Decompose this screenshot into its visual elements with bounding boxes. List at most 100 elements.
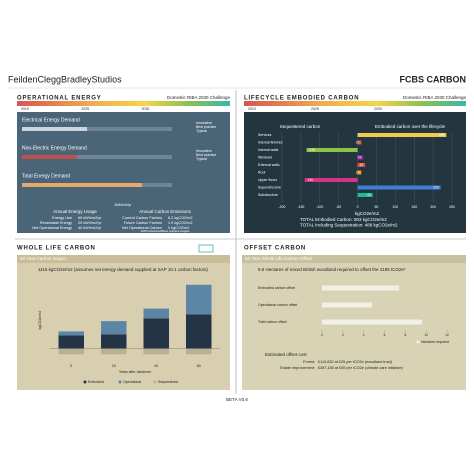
x-tick-label: 50 [374,205,378,209]
panel-title: LIFECYCLE EMBODIED CARBON [244,96,359,102]
category-label: Substructure [258,193,278,197]
row-value: 65 kWh/m2/yr [78,216,102,220]
section-label: Electrical Energy Demand [22,117,80,123]
x-tick-label: 20 [112,364,116,368]
row-value: 40 kWh/m2/yr [78,226,102,230]
bar [322,302,372,308]
scale-strip [17,101,230,106]
panel-band [17,255,230,263]
panel-body [17,112,230,233]
x-tick-label: 60 [197,364,201,368]
category-label: External walls [258,163,280,167]
timeline-label: 2019 [21,107,29,111]
x-tick-label: 4 [363,333,365,337]
bar-segment [101,334,127,349]
chart-subtitle: Sequestered carbon [280,124,321,129]
panel-band [242,255,466,263]
bar [357,133,447,137]
bar [357,155,364,160]
bar-track [22,155,172,159]
panel-title: OFFSET CARBON [244,246,306,252]
x-tick-label: 8 [404,333,406,337]
x-tick-label: 250 [449,205,455,209]
legend-entry: Hectares required [421,340,449,344]
legend-swatch [153,380,157,384]
x-tick-label: 10 [424,333,428,337]
x-tick-label: 100 [392,205,398,209]
toggle-button[interactable] [198,244,214,253]
category-label: Roof [258,170,265,174]
bar [357,163,366,167]
axis-label: kgCO2e/m2 [38,311,42,330]
bar-segment [101,321,127,335]
panel-subtitle: 60 Year Carbon Impact [20,256,67,261]
row-value: 6.2 kgCO2/m2 [168,216,192,220]
legend-swatch [118,380,122,384]
row-value: 0 kgCO2/m2 [168,226,189,230]
total: TOTAL Including Sequestration: 489 kgCO2… [300,223,398,228]
legend-entry: Typical [196,157,207,161]
bar-segment [58,348,84,355]
benchmark: Domestic RIBA 2030 Challenge [403,95,467,100]
x-tick-label: 0 [357,205,359,209]
legend-entry: Best practice [196,153,216,157]
category-label: Operational carbon offset [258,303,297,307]
value-label: 20 [360,163,364,167]
x-tick-label: -50 [336,205,341,209]
x-tick-label: 2 [342,333,344,337]
bar [322,285,400,291]
bar-segment [186,348,212,355]
benchmark: Domestic RIBA 2030 Challenge [167,95,231,100]
bar [357,140,362,145]
footer: BETA V0.6 [226,397,248,402]
category-label: Services [258,133,272,137]
x-tick-label: 6 [384,333,386,337]
bar-segment [186,284,212,315]
row-label: Energy Use [52,216,72,220]
timeline-label: 2025 [311,107,319,111]
table-title: Annual Carbon Emissions [139,209,192,214]
x-tick-label: -100 [316,205,323,209]
bar-track [22,127,172,131]
bar [306,148,358,152]
panel-subtitle: 60 Year Whole Life Carbon Offset [245,256,313,261]
legend-entry: Typical [196,129,207,133]
panel-title: OPERATIONAL ENERGY [17,96,102,102]
bar [357,193,373,197]
category-label: Internal finishes [258,140,283,144]
value-label: 10 [356,170,360,174]
brand: FeildenCleggBradleyStudios [8,74,122,84]
summary: 9.6 Hectares of mixed British woodland r… [258,267,406,272]
legend-entry: Best practice [196,125,216,129]
bar [22,183,142,187]
chart-subtitle: Embodied carbon over the lifecycle [375,124,446,129]
bar [322,319,422,325]
legend-entry: Sequestered [158,380,178,384]
timeline-label: 2030 [142,107,150,111]
section-label: Total Energy Demand [22,173,70,179]
timeline-label: 2030 [374,107,382,111]
x-tick-label: -200 [278,205,285,209]
value-label: 235 [439,133,445,137]
section-label: Non-Electric Energy Demand [22,145,87,151]
legend-entry: Innovative [196,149,212,153]
legend-swatch [83,380,87,384]
category-label: Internal walls [258,148,279,152]
cost-title: Estimated offset cost [265,352,307,357]
row-label: Net Operational Energy [32,226,72,230]
value-label: -135 [309,148,316,152]
x-tick-label: 0 [321,333,323,337]
row-label: Net Operational Carbon [122,226,162,230]
panel-body [244,112,466,233]
bar [304,178,358,182]
x-tick-label: 12 [445,333,449,337]
x-tick-label: 0 [70,364,72,368]
value-label: 10 [356,140,360,144]
row-value: 25 kWh/m2/yr [78,221,102,225]
cost-value: £114,632 at £25 per tCO2e (woodland trus… [318,360,393,364]
bar-segment [186,314,212,349]
bar [357,170,362,175]
product: FCBS CARBON [400,74,467,84]
